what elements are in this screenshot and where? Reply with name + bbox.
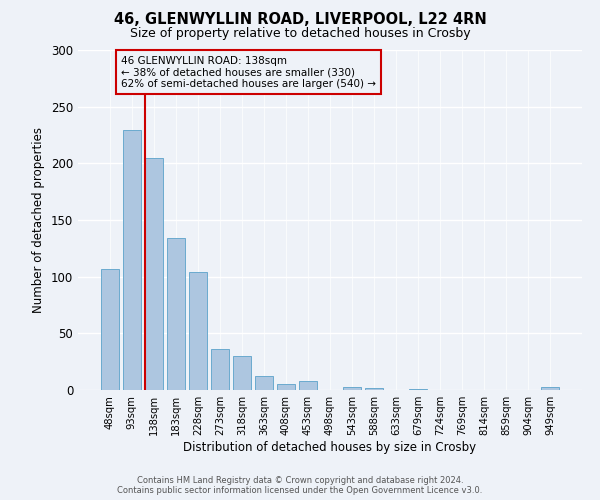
Bar	[233, 356, 251, 390]
Bar	[101, 268, 119, 390]
Bar	[277, 384, 295, 390]
Bar	[343, 386, 361, 390]
Bar	[409, 389, 427, 390]
Text: Size of property relative to detached houses in Crosby: Size of property relative to detached ho…	[130, 28, 470, 40]
Bar	[255, 376, 273, 390]
Text: Contains HM Land Registry data © Crown copyright and database right 2024.
Contai: Contains HM Land Registry data © Crown c…	[118, 476, 482, 495]
Y-axis label: Number of detached properties: Number of detached properties	[32, 127, 46, 313]
Bar	[123, 130, 140, 390]
X-axis label: Distribution of detached houses by size in Crosby: Distribution of detached houses by size …	[184, 441, 476, 454]
Bar	[145, 158, 163, 390]
Bar	[167, 238, 185, 390]
Bar	[211, 349, 229, 390]
Text: 46 GLENWYLLIN ROAD: 138sqm
← 38% of detached houses are smaller (330)
62% of sem: 46 GLENWYLLIN ROAD: 138sqm ← 38% of deta…	[121, 56, 376, 89]
Text: 46, GLENWYLLIN ROAD, LIVERPOOL, L22 4RN: 46, GLENWYLLIN ROAD, LIVERPOOL, L22 4RN	[113, 12, 487, 28]
Bar	[365, 388, 383, 390]
Bar	[189, 272, 206, 390]
Bar	[299, 381, 317, 390]
Bar	[541, 386, 559, 390]
